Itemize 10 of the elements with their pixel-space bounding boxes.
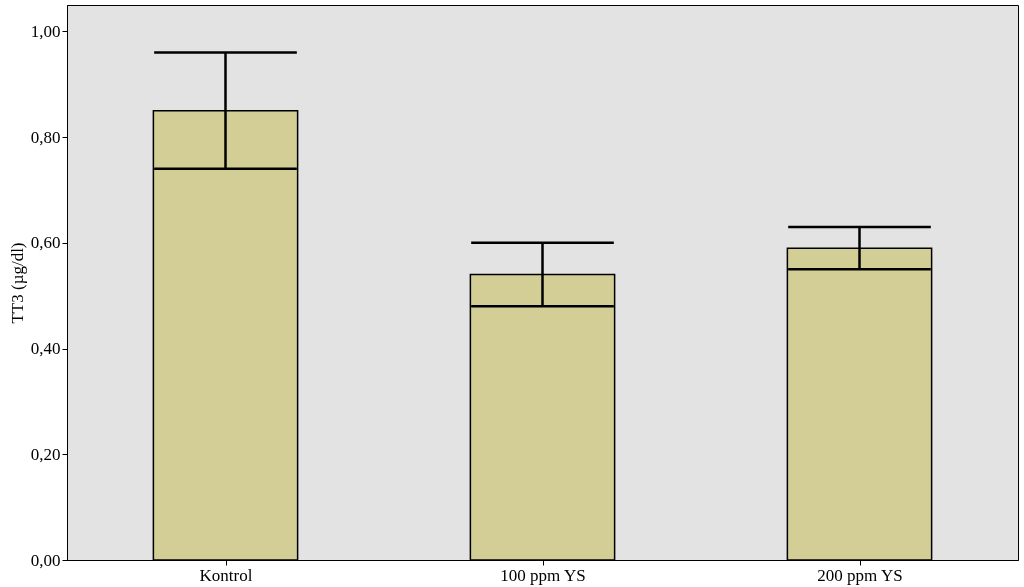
y-tick-label: 0,80	[30, 127, 61, 147]
x-tick-label: Kontrol	[199, 565, 253, 585]
x-tick-label: 200 ppm YS	[817, 565, 903, 585]
y-tick-label: 0,40	[30, 339, 61, 359]
x-tick-label: 100 ppm YS	[500, 565, 586, 585]
y-tick-label: 1,00	[30, 21, 61, 41]
y-tick-label: 0,20	[30, 444, 61, 464]
y-tick-label: 0,60	[30, 233, 61, 253]
y-tick-label: 0,00	[30, 550, 61, 570]
y-axis-title: TT3 (µg/dl)	[7, 242, 27, 324]
